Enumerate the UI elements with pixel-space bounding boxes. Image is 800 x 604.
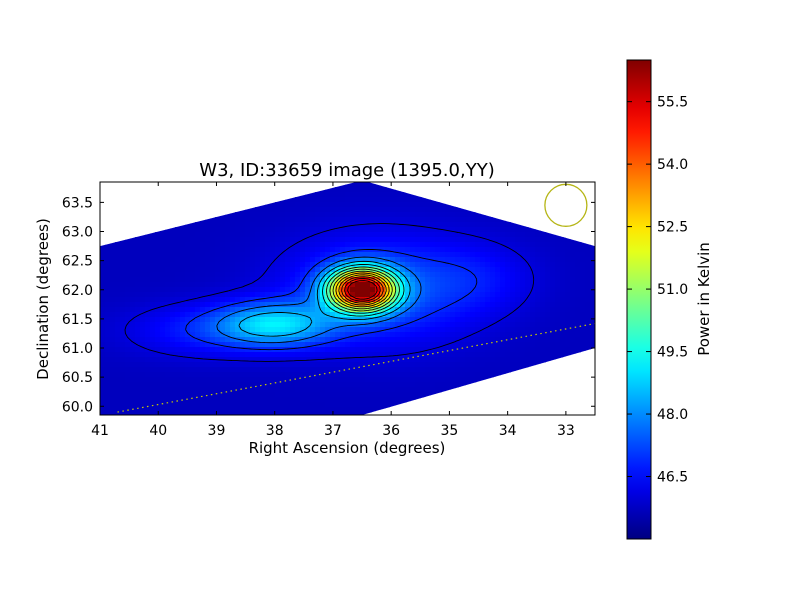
y-axis-ticks: 60.0 60.5 61.0 61.5 62.0 62.5 63.0 63.5 — [62, 195, 595, 415]
colorbar-ticks: 46.5 48.0 49.5 51.0 52.5 54.0 55.5 — [627, 95, 688, 486]
x-tick-label: 35 — [440, 423, 458, 439]
y-tick-label: 61.5 — [62, 312, 93, 328]
colorbar-gradient — [627, 60, 651, 539]
contour-line — [347, 280, 378, 300]
dotted-line — [117, 322, 595, 413]
contour-line — [344, 278, 381, 302]
x-tick-label: 39 — [208, 423, 226, 439]
contour-line — [124, 223, 535, 362]
contour-line — [216, 256, 422, 344]
contour-line — [185, 249, 478, 351]
x-tick-label: 34 — [499, 423, 517, 439]
y-axis-label: Declination (degrees) — [34, 218, 52, 380]
plot-area — [100, 182, 595, 415]
y-tick-label: 63.0 — [62, 225, 93, 241]
x-tick-label: 41 — [91, 423, 109, 439]
contour-line — [335, 272, 390, 308]
contour-line — [332, 270, 393, 310]
y-tick-label: 60.5 — [62, 370, 93, 386]
colorbar: 46.5 48.0 49.5 51.0 52.5 54.0 55.5 — [626, 59, 688, 540]
colorbar-frame — [626, 59, 652, 540]
contour-line — [338, 274, 387, 306]
colorbar-tick-label: 48.0 — [657, 407, 688, 423]
y-tick-label: 63.5 — [62, 195, 93, 211]
y-tick-label: 61.0 — [62, 341, 93, 357]
x-tick-label: 37 — [324, 423, 342, 439]
colorbar-tick-label: 52.5 — [657, 220, 688, 236]
plot-frame — [99, 181, 596, 416]
colorbar-tick-label: 54.0 — [657, 157, 688, 173]
x-tick-label: 33 — [557, 423, 575, 439]
contour-lines — [124, 223, 535, 362]
y-tick-label: 60.0 — [62, 399, 93, 415]
colorbar-tick-label: 55.5 — [657, 95, 688, 111]
contour-line — [238, 260, 411, 337]
contour-line — [322, 264, 405, 317]
y-tick-label: 62.5 — [62, 254, 93, 270]
chart-title: W3, ID:33659 image (1395.0,YY) — [199, 160, 494, 181]
x-tick-label: 40 — [149, 423, 167, 439]
colorbar-tick-label: 46.5 — [657, 470, 688, 486]
colorbar-tick-label: 49.5 — [657, 345, 688, 361]
y-tick-label: 62.0 — [62, 283, 93, 299]
x-axis-label: Right Ascension (degrees) — [249, 439, 446, 457]
contour-line — [329, 268, 397, 312]
beam-circle — [544, 183, 588, 227]
x-tick-label: 38 — [266, 423, 284, 439]
contour-line — [325, 266, 400, 314]
contour-line — [341, 276, 384, 304]
x-axis-ticks: 41 40 39 38 37 36 35 34 33 — [91, 182, 575, 439]
x-tick-label: 36 — [382, 423, 400, 439]
colorbar-tick-label: 51.0 — [657, 282, 688, 298]
colorbar-label: Power in Kelvin — [695, 242, 713, 356]
